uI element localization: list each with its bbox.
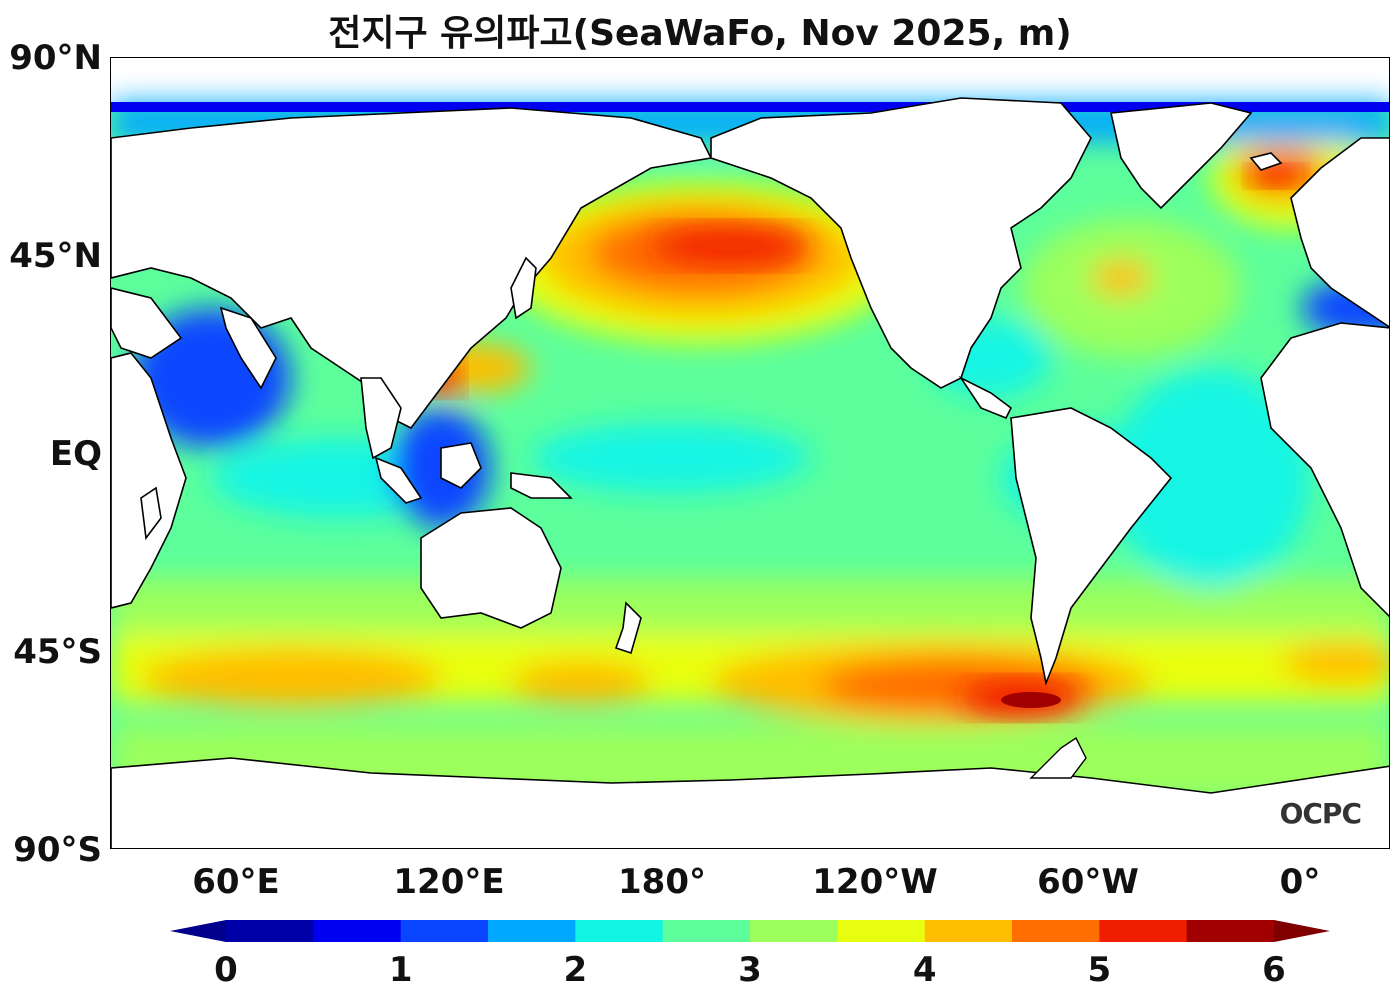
colorbar-segment [226, 920, 314, 942]
lon-label-60e: 60°E [192, 862, 280, 902]
colorbar-under-arrow [170, 920, 226, 942]
lon-label-60w: 60°W [1037, 862, 1139, 902]
colorbar-tick-label: 1 [388, 950, 413, 990]
colorbar-tick-label: 4 [912, 950, 937, 990]
colorbar-over-arrow [1274, 920, 1330, 942]
antarctic-peninsula [1029, 736, 1087, 779]
colorbar [170, 920, 1330, 942]
colorbar-segment [1012, 920, 1100, 942]
colorbar-segment [1099, 920, 1188, 942]
ocpc-logo: OCPC [1279, 797, 1362, 830]
colorbar-tick-label: 6 [1262, 950, 1286, 990]
lon-label-120w: 120°W [812, 862, 938, 902]
map-title: 전지구 유의파고(SeaWaFo, Nov 2025, m) [328, 13, 1072, 54]
lat-label-45s: 45°S [13, 632, 102, 672]
lat-label-90n: 90°N [9, 38, 102, 78]
colorbar-tick-label: 0 [214, 950, 238, 990]
colorbar-tick-label: 5 [1087, 950, 1112, 990]
colorbar-tick-label: 3 [738, 950, 762, 990]
colorbar-segment [1186, 920, 1275, 942]
colorbar-segment [924, 920, 1013, 942]
ocean-field [111, 102, 1389, 803]
wave-height-map: OCPC [110, 57, 1390, 849]
colorbar-segment [750, 920, 838, 942]
colorbar-segment [575, 920, 664, 942]
lon-label-180: 180° [618, 862, 706, 902]
colorbar-segment [313, 920, 402, 942]
colorbar-segment [837, 920, 926, 942]
lat-label-eq: EQ [49, 434, 102, 474]
lat-label-45n: 45°N [9, 236, 102, 276]
lon-label-0: 0° [1279, 862, 1321, 902]
land-masses [111, 97, 1389, 848]
colorbar-segment [400, 920, 489, 942]
lat-label-90s: 90°S [13, 830, 102, 870]
colorbar-tick-label: 2 [563, 950, 588, 990]
colorbar-segment [488, 920, 576, 942]
lon-label-120e: 120°E [393, 862, 505, 902]
colorbar-segment [662, 920, 751, 942]
